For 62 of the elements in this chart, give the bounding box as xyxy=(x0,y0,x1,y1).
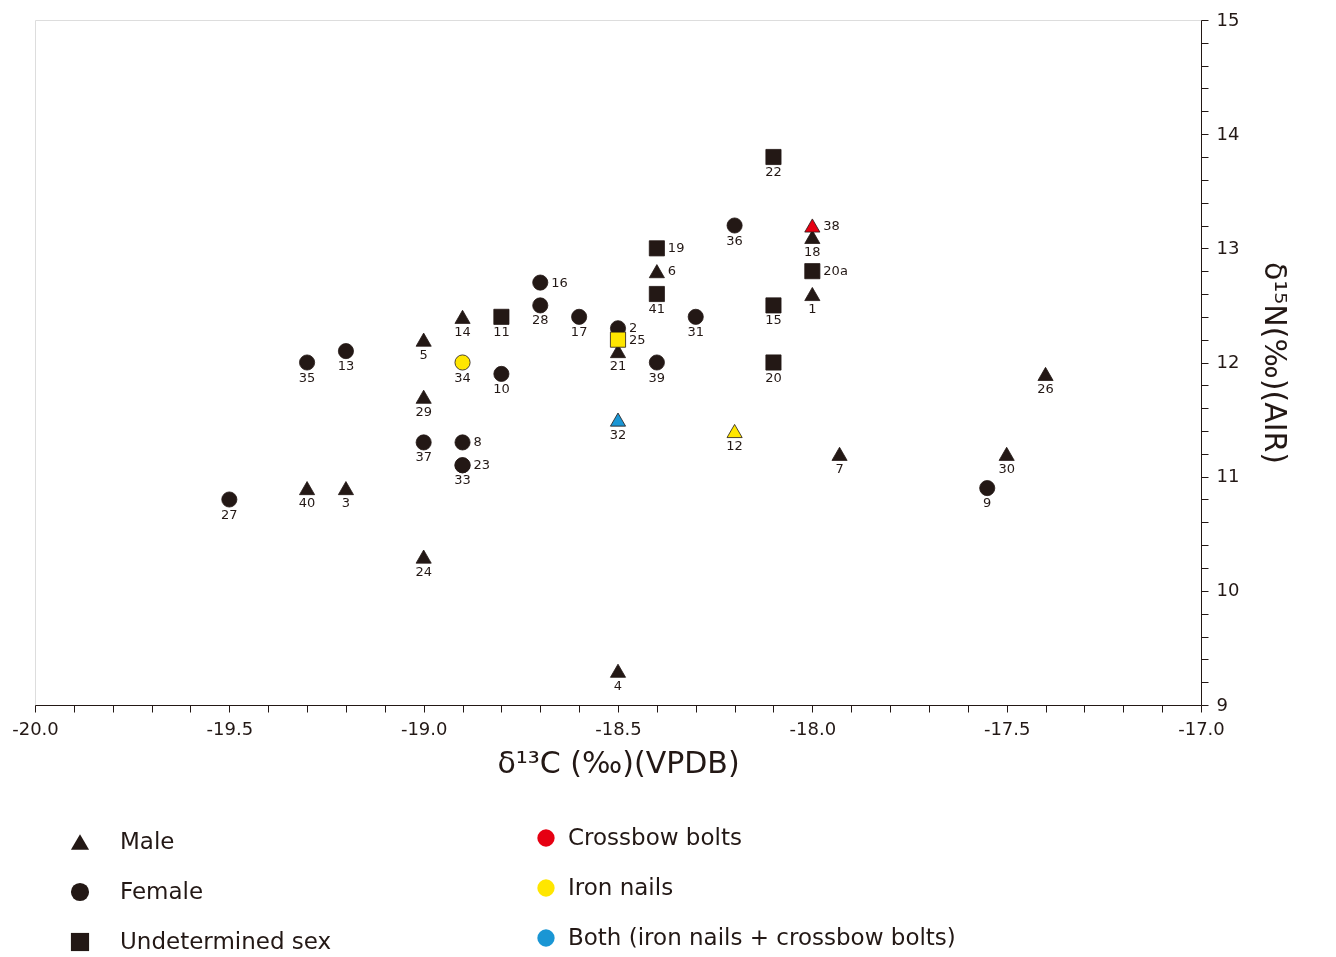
annotation: 14 xyxy=(454,323,471,339)
x-tick-label: -17.5 xyxy=(983,717,1031,739)
annotation: 29 xyxy=(415,403,432,419)
annotation: 27 xyxy=(221,506,238,522)
y-tick-label: 10 xyxy=(1216,579,1240,601)
y-tick-label: 9 xyxy=(1216,693,1228,715)
annotation: 21 xyxy=(609,358,627,374)
y-axis-title: δ¹⁵N(‰)(AIR) xyxy=(1258,261,1294,465)
annotation: 1 xyxy=(808,301,817,316)
annotation: 37 xyxy=(415,449,432,465)
y-tick-label: 12 xyxy=(1216,351,1240,372)
annotation: 6 xyxy=(667,263,677,279)
annotation: 11 xyxy=(493,323,510,339)
annotation: 7 xyxy=(835,460,844,476)
annotation: 20a xyxy=(823,263,848,279)
annotation: 16 xyxy=(551,274,568,290)
y-tick-label: 13 xyxy=(1216,236,1240,258)
legend-label: Male xyxy=(120,828,175,854)
legend-label: Both (iron nails + crossbow bolts) xyxy=(568,924,956,950)
annotation: 5 xyxy=(419,346,428,362)
legend-label: Undetermined sex xyxy=(120,928,332,954)
annotation: 17 xyxy=(570,323,588,339)
annotation: 12 xyxy=(726,438,743,453)
x-axis-title: δ¹³C (‰)(VPDB) xyxy=(497,744,740,780)
annotation: 24 xyxy=(415,563,432,579)
annotation: 22 xyxy=(765,164,782,179)
annotation: 15 xyxy=(765,312,782,328)
annotation: 23 xyxy=(473,457,491,473)
annotation: 41 xyxy=(648,301,666,316)
annotation: 39 xyxy=(648,369,666,385)
annotation: 8 xyxy=(473,434,482,450)
annotation: 13 xyxy=(337,358,355,374)
annotation: 33 xyxy=(454,472,471,488)
y-tick-label: 14 xyxy=(1216,122,1240,144)
annotation: 4 xyxy=(613,677,623,693)
x-tick-label: -18.0 xyxy=(789,717,837,739)
annotation: 10 xyxy=(493,380,510,396)
annotation: 36 xyxy=(726,232,743,248)
y-tick-label: 15 xyxy=(1216,8,1240,30)
x-tick-label: -18.5 xyxy=(595,717,642,739)
x-tick-label: -19.5 xyxy=(206,717,254,739)
annotation: 18 xyxy=(804,243,821,259)
x-tick-label: -17.0 xyxy=(1178,717,1225,739)
annotation: 38 xyxy=(823,217,840,233)
legend-label: Iron nails xyxy=(568,874,674,900)
annotation: 34 xyxy=(454,369,471,385)
annotation: 9 xyxy=(983,495,992,511)
legend-label: Crossbow bolts xyxy=(568,824,742,850)
annotation: 28 xyxy=(531,312,549,328)
annotation: 30 xyxy=(998,460,1015,476)
annotation: 20 xyxy=(765,369,782,385)
x-tick-label: -19.0 xyxy=(400,717,448,739)
annotation: 19 xyxy=(667,240,685,256)
annotation: 26 xyxy=(1037,380,1054,396)
annotation: 35 xyxy=(298,369,316,385)
y-tick-label: 11 xyxy=(1216,465,1240,487)
annotation: 40 xyxy=(298,495,316,511)
x-tick-label: -20.0 xyxy=(12,717,59,739)
annotation: 31 xyxy=(687,323,705,339)
annotation: 3 xyxy=(341,495,351,511)
annotation: 32 xyxy=(609,426,627,442)
legend-label: Female xyxy=(120,878,204,904)
